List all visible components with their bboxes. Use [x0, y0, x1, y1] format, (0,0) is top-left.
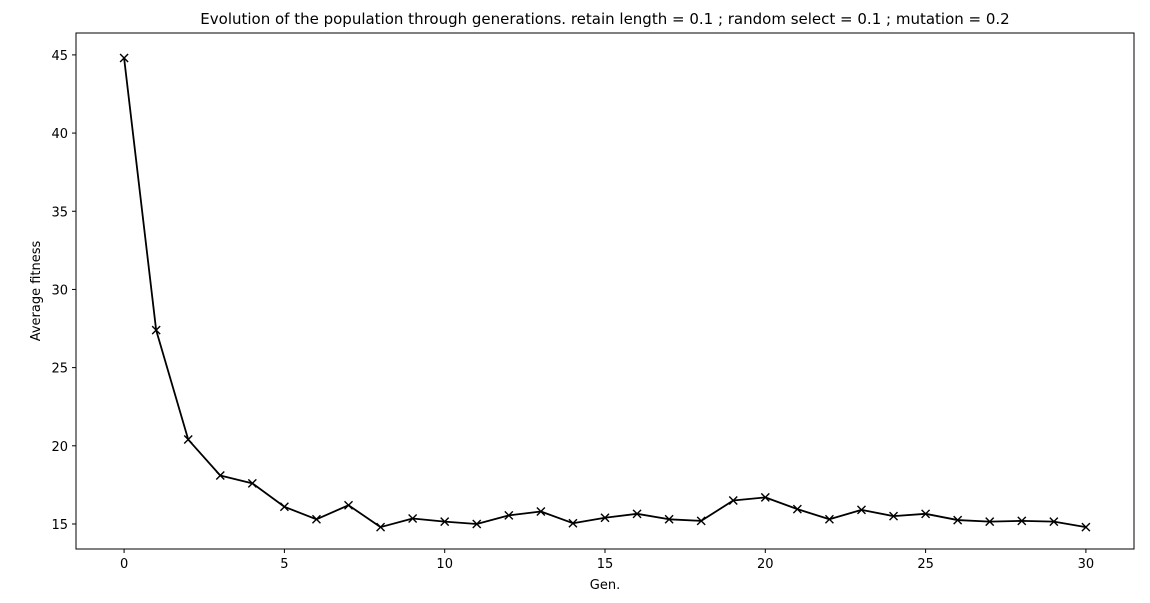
x-tick-label: 10 [436, 557, 453, 572]
data-point-marker [279, 502, 289, 512]
data-point-marker [953, 515, 963, 525]
data-point-marker [1017, 516, 1027, 526]
x-tick-label: 20 [757, 557, 774, 572]
data-point-marker [985, 517, 995, 527]
data-point-marker [440, 517, 450, 527]
data-point-marker [568, 518, 578, 528]
data-point-marker [408, 514, 418, 524]
x-tick-label: 25 [917, 557, 934, 572]
data-point-marker [696, 516, 706, 526]
x-tick-label: 5 [280, 557, 288, 572]
plot-area-frame [75, 32, 1135, 550]
data-point-marker [183, 435, 193, 445]
data-point-marker [921, 509, 931, 519]
y-tick-label: 30 [51, 283, 68, 298]
x-tick-label: 15 [597, 557, 614, 572]
x-tick-label: 30 [1078, 557, 1095, 572]
data-point-marker [728, 496, 738, 506]
x-axis-label: Gen. [590, 578, 620, 593]
data-point-marker [344, 500, 354, 510]
y-tick-label: 45 [51, 49, 68, 64]
y-axis-label: Average fitness [29, 240, 44, 341]
y-tick-label: 25 [51, 362, 68, 377]
data-point-marker [1081, 522, 1091, 532]
data-point-marker [664, 514, 674, 524]
data-point-marker [311, 514, 321, 524]
y-tick-label: 20 [51, 440, 68, 455]
x-tick-label: 0 [120, 557, 128, 572]
data-point-marker [600, 513, 610, 523]
data-point-marker [824, 514, 834, 524]
data-point-marker [792, 504, 802, 514]
data-point-marker [1049, 517, 1059, 527]
data-point-marker [215, 471, 225, 481]
data-point-marker [376, 522, 386, 532]
data-point-marker [889, 511, 899, 521]
data-point-marker [472, 519, 482, 529]
y-tick-label: 35 [51, 205, 68, 220]
y-tick-label: 15 [51, 518, 68, 533]
data-point-marker [504, 510, 514, 520]
y-axis-ticks: 15 20 25 30 35 40 45 [51, 49, 76, 533]
data-point-marker [760, 492, 770, 502]
series-layer [119, 53, 1091, 532]
data-point-marker [119, 53, 129, 63]
chart-title: Evolution of the population through gene… [200, 10, 1009, 28]
data-point-marker [151, 325, 161, 335]
data-point-marker [856, 505, 866, 515]
data-point-marker [247, 478, 257, 488]
data-point-marker [536, 506, 546, 516]
x-axis-ticks: 0 5 10 15 20 25 30 [120, 549, 1094, 572]
y-tick-label: 40 [51, 127, 68, 142]
data-point-marker [632, 509, 642, 519]
